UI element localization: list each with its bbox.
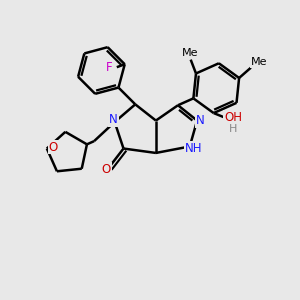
Text: Me: Me <box>251 57 267 68</box>
Text: N: N <box>196 114 204 127</box>
Text: H: H <box>229 124 237 134</box>
Text: OH: OH <box>224 111 242 124</box>
Text: NH: NH <box>184 142 202 155</box>
Text: O: O <box>49 141 58 154</box>
Text: N: N <box>109 113 118 126</box>
Text: O: O <box>102 163 111 176</box>
Text: Me: Me <box>182 48 198 59</box>
Text: F: F <box>106 61 113 74</box>
